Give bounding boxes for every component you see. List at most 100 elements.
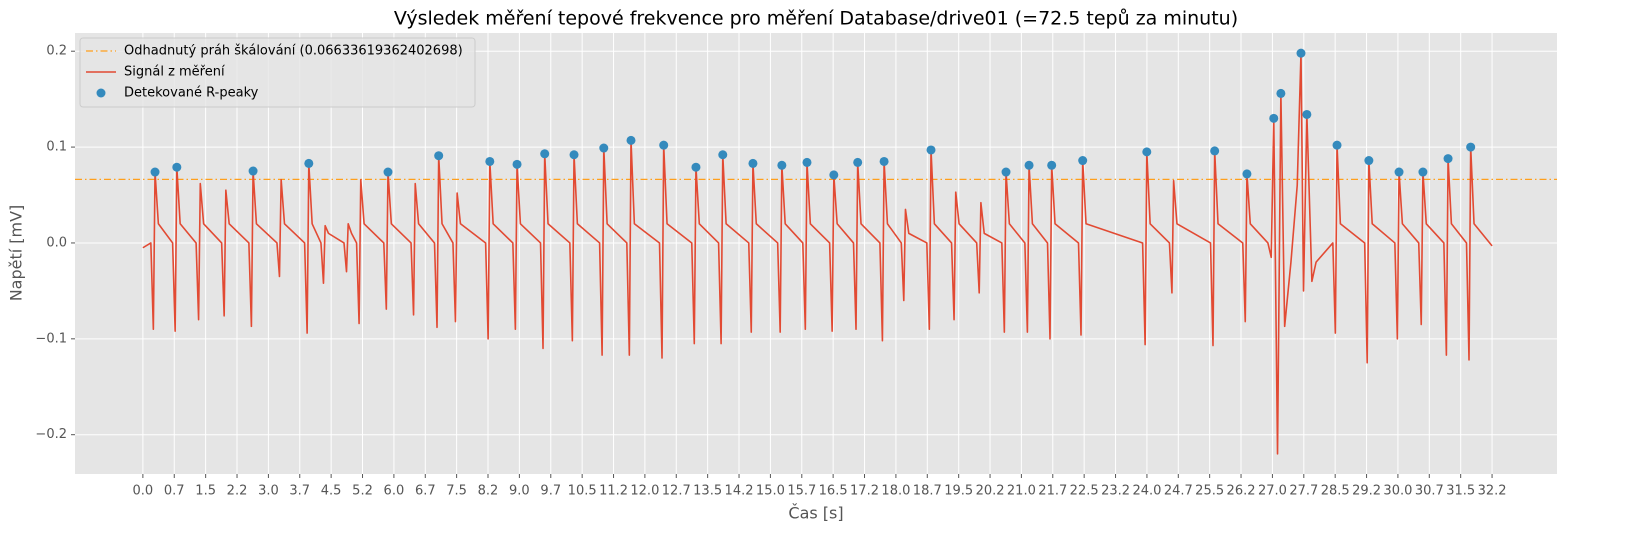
r-peak <box>304 158 314 168</box>
x-tick-label: 31.5 <box>1446 484 1475 499</box>
marks <box>75 48 1557 455</box>
legend-box <box>79 37 476 108</box>
x-tick-label: 0.7 <box>164 484 185 499</box>
x-tick-label: 12.0 <box>630 484 659 499</box>
x-tick-label: 23.2 <box>1101 484 1130 499</box>
legend-handle <box>96 88 106 98</box>
r-peak <box>569 150 579 160</box>
x-tick-label: 6.0 <box>384 484 405 499</box>
r-peak <box>777 160 787 170</box>
r-peak <box>879 156 889 166</box>
r-peak <box>434 151 444 161</box>
r-peak <box>853 157 863 167</box>
r-peak <box>626 135 636 145</box>
r-peak <box>1078 156 1088 166</box>
r-peak <box>1024 160 1034 170</box>
r-peak <box>691 162 701 172</box>
x-tick-label: 19.5 <box>944 484 973 499</box>
x-tick-label: 15.7 <box>787 484 816 499</box>
x-tick-label: 14.2 <box>725 484 754 499</box>
r-peak <box>1332 140 1342 150</box>
x-axis-label: Čas [s] <box>788 504 843 523</box>
x-tick-label: 18.7 <box>913 484 942 499</box>
r-peak <box>1269 113 1279 123</box>
x-tick-label: 5.2 <box>352 484 373 499</box>
x-tick-label: 27.0 <box>1258 484 1287 499</box>
legend: Odhadnutý práh škálování (0.066336193624… <box>79 37 476 108</box>
r-peak <box>1394 167 1404 177</box>
x-tick-label: 30.0 <box>1383 484 1412 499</box>
x-tick-label: 10.5 <box>568 484 597 499</box>
r-peak <box>1276 88 1286 98</box>
r-peak <box>926 145 936 155</box>
x-tick-label: 17.2 <box>850 484 879 499</box>
x-tick-label: 22.5 <box>1070 484 1099 499</box>
x-tick-label: 26.2 <box>1227 484 1256 499</box>
x-tick-label: 6.7 <box>415 484 436 499</box>
x-tick-label: 29.2 <box>1352 484 1381 499</box>
x-tick-label: 15.0 <box>756 484 785 499</box>
r-peak <box>599 143 609 153</box>
r-peak <box>248 166 258 176</box>
r-peak <box>1364 156 1374 166</box>
r-peak <box>383 167 393 177</box>
r-peak <box>1001 167 1011 177</box>
r-peak <box>1242 169 1252 179</box>
r-peak <box>802 157 812 167</box>
legend-label: Signál z měření <box>124 65 225 80</box>
legend-label: Odhadnutý práh škálování (0.066336193624… <box>124 44 463 59</box>
x-tick-label: 28.5 <box>1321 484 1350 499</box>
signal-line <box>142 52 1493 455</box>
x-tick-label: 13.5 <box>693 484 722 499</box>
x-tick-label: 11.2 <box>599 484 628 499</box>
x-tick-label: 7.5 <box>446 484 467 499</box>
x-tick-label: 9.7 <box>540 484 561 499</box>
r-peak <box>150 167 160 177</box>
r-peak <box>540 149 550 159</box>
r-peak <box>172 162 182 172</box>
x-tick-label: 18.0 <box>881 484 910 499</box>
r-peak <box>829 170 839 180</box>
r-peak <box>512 159 522 169</box>
x-tick-label: 24.7 <box>1164 484 1193 499</box>
r-peak <box>485 156 495 166</box>
y-tick-label: 0.1 <box>46 140 67 155</box>
chart-title: Výsledek měření tepové frekvence pro měř… <box>394 8 1238 30</box>
grid: 0.0 0.7 1.5 2.2 3.0 3.7 4.5 5.2 6.0 6.7 7.5 8.2 9.0 9… <box>35 33 1557 499</box>
x-tick-label: 2.2 <box>227 484 248 499</box>
r-peak <box>1466 142 1476 152</box>
r-peak <box>1302 109 1312 119</box>
x-tick-label: 0.0 <box>133 484 154 499</box>
x-tick-label: 21.0 <box>1007 484 1036 499</box>
x-tick-label: 3.7 <box>289 484 310 499</box>
r-peak <box>659 140 669 150</box>
x-tick-label: 30.7 <box>1415 484 1444 499</box>
x-tick-label: 9.0 <box>509 484 530 499</box>
r-peak <box>718 150 728 160</box>
r-peak <box>748 158 758 168</box>
y-tick-label: −0.2 <box>35 427 67 442</box>
x-tick-label: 4.5 <box>321 484 342 499</box>
y-tick-label: −0.1 <box>35 331 67 346</box>
x-tick-label: 27.7 <box>1289 484 1318 499</box>
x-tick-label: 1.5 <box>195 484 216 499</box>
r-peak <box>1443 154 1453 164</box>
x-tick-label: 3.0 <box>258 484 279 499</box>
r-peak <box>1047 160 1057 170</box>
x-tick-label: 25.5 <box>1195 484 1224 499</box>
x-tick-label: 16.5 <box>819 484 848 499</box>
y-tick-label: 0.2 <box>46 44 67 59</box>
x-tick-label: 32.2 <box>1478 484 1507 499</box>
legend-label: Detekované R-peaky <box>124 86 259 101</box>
r-peak <box>1296 48 1306 58</box>
r-peak <box>1418 167 1428 177</box>
r-peak <box>1142 147 1152 157</box>
x-tick-label: 20.2 <box>976 484 1005 499</box>
x-tick-label: 21.7 <box>1038 484 1067 499</box>
x-tick-label: 12.7 <box>662 484 691 499</box>
r-peak <box>1210 146 1220 156</box>
x-tick-label: 24.0 <box>1132 484 1161 499</box>
y-axis-label: Napětí [mV] <box>7 205 26 302</box>
x-tick-label: 8.2 <box>478 484 499 499</box>
